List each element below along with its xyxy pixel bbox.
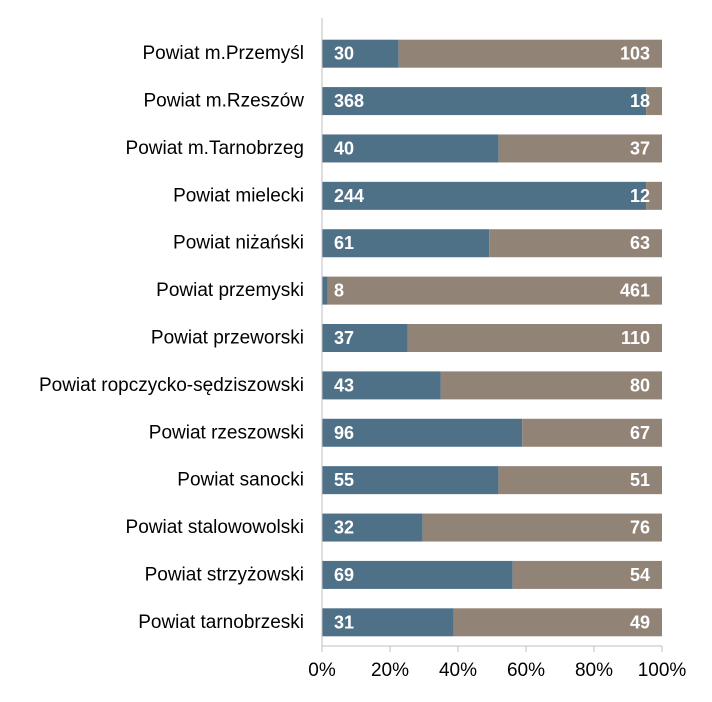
category-label: Powiat m.Przemyśl	[142, 43, 304, 64]
x-tick-label: 0%	[308, 660, 336, 681]
category-label: Powiat ropczycko-sędziszowski	[39, 375, 304, 396]
data-label-series-2: 67	[630, 423, 650, 443]
category-label: Powiat przeworski	[151, 328, 304, 349]
data-label-series-2: 49	[630, 612, 650, 632]
bar-segment-series-1	[322, 181, 647, 210]
bar-segment-series-1	[322, 276, 328, 305]
category-labels-layer: Powiat m.Przemyśl Powiat m.Rzeszów Powiat …	[39, 43, 304, 633]
category-label: Powiat tarnobrzeski	[138, 612, 304, 633]
category-label: Powiat rzeszowski	[149, 422, 304, 443]
data-label-series-1: 43	[334, 375, 354, 395]
data-label-series-1: 61	[334, 233, 354, 253]
data-label-series-2: 51	[630, 470, 650, 490]
x-axis: 0% 20% 40% 60% 80% 100%	[308, 18, 686, 681]
x-tick-label: 60%	[507, 660, 545, 681]
bar-segment-series-2	[646, 181, 662, 210]
bar-segment-series-1	[322, 324, 408, 352]
data-label-series-1: 8	[334, 281, 344, 301]
x-tick-label: 20%	[371, 660, 409, 681]
category-label: Powiat niżański	[173, 233, 304, 254]
data-label-series-1: 96	[334, 423, 354, 443]
category-label: Powiat m.Rzeszów	[144, 91, 305, 112]
x-tick-label: 100%	[638, 660, 687, 681]
bar-segment-series-2	[440, 371, 662, 400]
bar-segment-series-1	[322, 560, 513, 589]
data-label-series-1: 368	[334, 91, 364, 111]
bar-segment-series-2	[327, 276, 662, 305]
data-label-series-1: 244	[334, 186, 364, 206]
bar-segment-series-1	[322, 371, 441, 400]
x-tick-label: 40%	[439, 660, 477, 681]
bar-segment-series-2	[453, 608, 662, 637]
data-label-series-2: 110	[621, 328, 650, 348]
data-label-series-1: 55	[334, 470, 354, 490]
data-label-series-2: 80	[630, 375, 650, 395]
bars-layer	[322, 39, 662, 637]
data-label-series-1: 31	[334, 612, 354, 632]
data-label-series-1: 30	[334, 44, 354, 64]
bar-segment-series-1	[322, 39, 399, 68]
bar-segment-series-2	[512, 560, 662, 589]
data-label-series-2: 103	[620, 44, 650, 64]
bar-segment-series-2	[398, 39, 662, 68]
bar-segment-series-2	[522, 418, 662, 447]
category-label: Powiat stalowowolski	[126, 517, 304, 538]
bar-segment-series-1	[322, 418, 523, 447]
data-label-series-1: 32	[334, 518, 354, 538]
data-label-series-2: 76	[630, 518, 650, 538]
x-tick-label: 80%	[575, 660, 613, 681]
bar-segment-series-2	[407, 324, 662, 352]
data-label-series-1: 40	[334, 138, 354, 158]
data-label-series-2: 37	[630, 138, 650, 158]
bar-segment-series-1	[322, 87, 647, 116]
data-label-series-2: 12	[630, 186, 650, 206]
category-label: Powiat mielecki	[173, 185, 304, 206]
bar-segment-series-1	[322, 134, 499, 163]
data-label-series-2: 63	[630, 233, 650, 253]
bar-segment-series-1	[322, 513, 423, 542]
category-label: Powiat sanocki	[177, 470, 304, 491]
data-label-series-2: 18	[630, 91, 650, 111]
category-label: Powiat przemyski	[156, 280, 304, 301]
category-label: Powiat m.Tarnobrzeg	[126, 138, 304, 159]
bar-segment-series-2	[422, 513, 662, 542]
data-label-series-2: 54	[630, 565, 650, 585]
category-label: Powiat strzyżowski	[145, 564, 304, 585]
bar-segment-series-2	[489, 229, 662, 258]
bar-segment-series-1	[322, 229, 490, 258]
bar-segment-series-2	[498, 134, 662, 163]
value-labels-layer: 30 103 368 18 40 37 244 12 61 63 8 461 37 110 43 80 96 67…	[334, 44, 650, 633]
data-label-series-1: 69	[334, 565, 354, 585]
data-label-series-2: 461	[620, 281, 650, 301]
bar-segment-series-1	[322, 608, 454, 637]
bar-segment-series-2	[646, 87, 662, 116]
data-label-series-1: 37	[334, 328, 354, 348]
bar-segment-series-1	[322, 466, 499, 495]
bar-segment-series-2	[498, 466, 662, 495]
